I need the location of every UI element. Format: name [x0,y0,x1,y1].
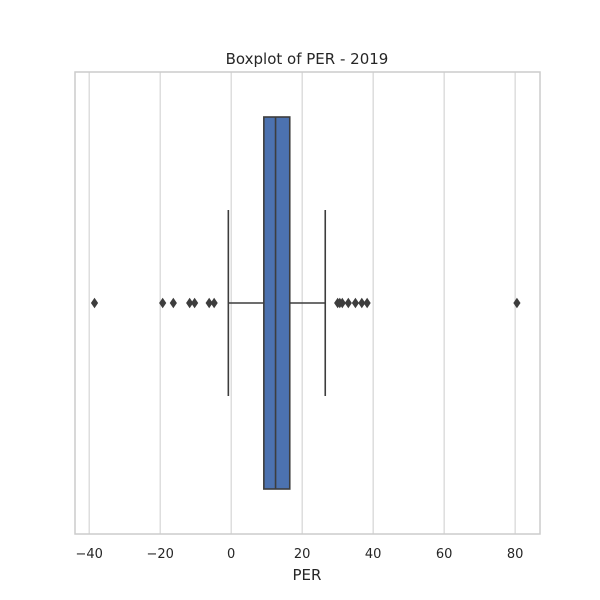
outlier-point [358,297,366,309]
outlier-point [363,297,371,309]
outlier-point [90,297,99,309]
outlier-point [210,297,218,309]
outlier-point [169,297,177,309]
x-axis-label: PER [293,566,322,584]
outlier-point [513,297,521,309]
outlier-point [351,297,360,309]
x-tick-label: 20 [294,547,311,562]
box-element [227,116,327,490]
outlier-point [186,297,194,309]
outlier-point [338,297,346,309]
outlier-points [90,297,521,309]
outlier-point [191,297,199,309]
iqr-box [263,116,291,490]
chart-title: Boxplot of PER - 2019 [226,50,389,68]
outlier-point [159,297,167,309]
x-tick-label: 40 [365,547,382,562]
x-tick-label: −40 [75,547,102,562]
plot-frame [74,71,541,535]
outlier-point [205,297,213,309]
x-tick-label: 0 [227,547,235,562]
x-ticks: −40 −20 0 20 40 60 80 [75,547,523,562]
x-tick-label: 60 [436,547,453,562]
x-tick-label: −20 [146,547,173,562]
outlier-point [344,297,352,309]
x-tick-label: 80 [507,547,524,562]
